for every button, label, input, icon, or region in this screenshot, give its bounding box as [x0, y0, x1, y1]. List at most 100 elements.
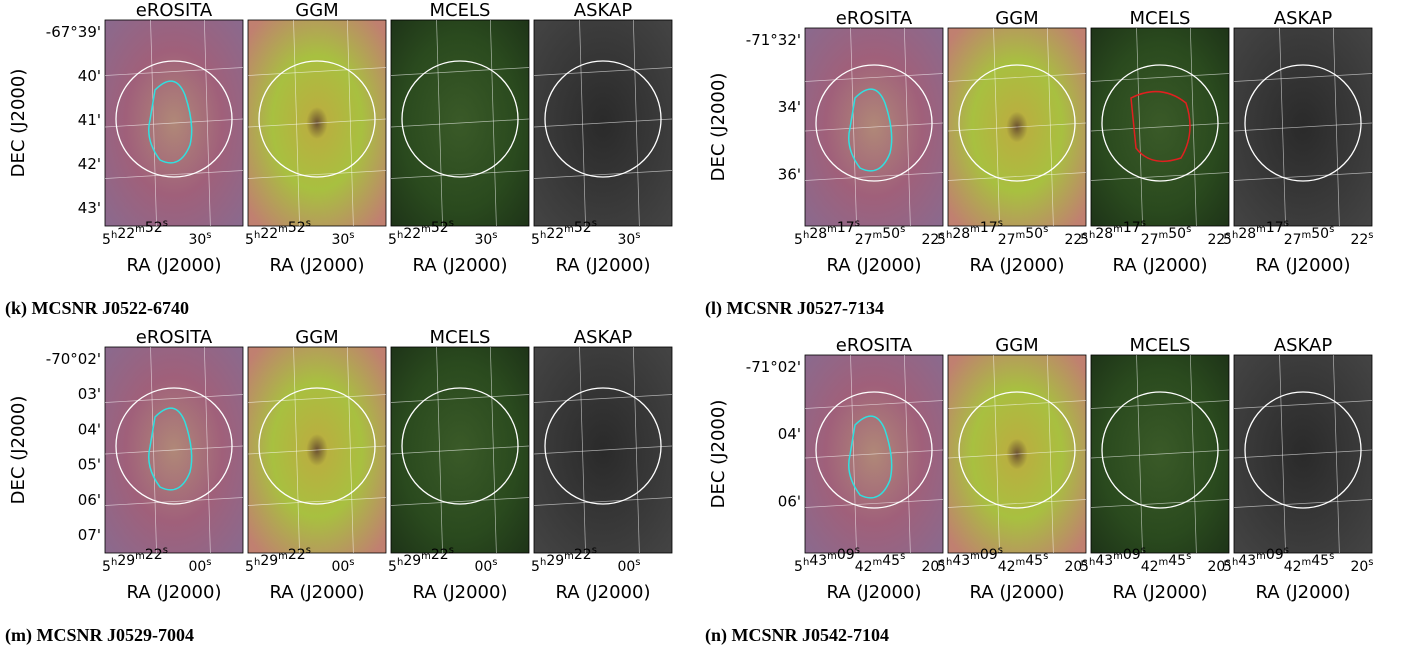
coord-grid	[947, 73, 1087, 82]
image-title: ASKAP	[1274, 335, 1333, 356]
coord-grid	[1333, 354, 1340, 554]
snr-region	[544, 387, 662, 505]
coord-grid	[993, 27, 1000, 227]
coord-grid	[993, 354, 1000, 554]
coord-grid	[533, 67, 673, 76]
x-tick-label: 20s	[1350, 557, 1373, 575]
x-axis-label: RA (J2000)	[556, 582, 651, 603]
coord-grid	[490, 346, 497, 554]
coord-grid	[533, 497, 673, 506]
x-axis-label: RA (J2000)	[827, 255, 922, 276]
coord-grid	[850, 354, 857, 554]
x-tick-label: 5h43m09s	[794, 545, 860, 575]
image-title: MCELS	[1130, 8, 1191, 29]
caption: (n) MCSNR J0542-7104	[705, 625, 889, 646]
caption: (l) MCSNR J0527-7134	[705, 298, 884, 319]
y-tick-label: 06'	[778, 492, 801, 510]
coord-grid	[1136, 354, 1143, 554]
snr-region	[1101, 64, 1219, 182]
coord-grid	[104, 67, 244, 76]
coord-grid	[104, 497, 244, 506]
y-tick-label: -71°32'	[746, 31, 801, 49]
y-tick-label: 05'	[78, 456, 101, 474]
image-title: MCELS	[430, 327, 491, 348]
image-title: GGM	[295, 327, 338, 348]
coord-grid	[1047, 354, 1054, 554]
coord-grid	[247, 170, 387, 179]
coord-grid	[533, 445, 673, 455]
coord-grid	[1279, 354, 1286, 554]
image-title: eROSITA	[136, 0, 213, 21]
coord-grid	[390, 497, 530, 506]
x-axis-label: RA (J2000)	[127, 582, 222, 603]
coord-grid	[1233, 73, 1373, 82]
x-axis-label: RA (J2000)	[1113, 255, 1208, 276]
coord-grid	[1233, 400, 1373, 409]
xray-contour	[148, 407, 193, 491]
x-tick-label: 5h29m22s	[102, 545, 168, 575]
image-title: ASKAP	[1274, 8, 1333, 29]
coord-grid	[804, 449, 944, 459]
coord-grid	[247, 445, 387, 455]
image-title: eROSITA	[836, 335, 913, 356]
x-tick-label: 22s	[1207, 230, 1230, 248]
coord-grid	[904, 354, 911, 554]
image-title: eROSITA	[836, 8, 913, 29]
xray-contour	[848, 415, 893, 499]
x-axis-label: RA (J2000)	[1256, 255, 1351, 276]
coord-grid	[1233, 499, 1373, 508]
snr-region	[1244, 64, 1362, 182]
x-tick-label: 5h29m22s	[245, 545, 311, 575]
x-tick-label: 20s	[1207, 557, 1230, 575]
coord-grid	[1090, 449, 1230, 459]
x-axis-label: RA (J2000)	[413, 255, 508, 276]
coord-grid	[204, 346, 211, 554]
x-tick-label: 5h43m09s	[1223, 545, 1289, 575]
image-title: MCELS	[1130, 335, 1191, 356]
snr-region	[115, 60, 233, 178]
x-tick-label: 30s	[188, 230, 211, 248]
x-tick-label: 30s	[617, 230, 640, 248]
x-tick-label: 00s	[617, 557, 640, 575]
x-axis-label: RA (J2000)	[270, 255, 365, 276]
y-axis-label: DEC (J2000)	[708, 400, 729, 509]
y-axis-label: DEC (J2000)	[8, 69, 29, 178]
x-tick-label: 42m45s	[1284, 551, 1335, 575]
coord-grid	[490, 19, 497, 227]
coord-grid	[579, 19, 586, 227]
x-axis-label: RA (J2000)	[127, 255, 222, 276]
coord-grid	[1233, 449, 1373, 459]
x-axis-label: RA (J2000)	[413, 582, 508, 603]
x-tick-label: 00s	[331, 557, 354, 575]
x-tick-label: 42m45s	[998, 551, 1049, 575]
coord-grid	[150, 346, 157, 554]
coord-grid	[436, 346, 443, 554]
x-tick-label: 5h43m09s	[937, 545, 1003, 575]
snr-region	[258, 60, 376, 178]
x-tick-label: 5h22m52s	[388, 218, 454, 248]
image-title: eROSITA	[136, 327, 213, 348]
image-title: GGM	[995, 8, 1038, 29]
coord-grid	[804, 73, 944, 82]
x-tick-label: 27m50s	[1141, 224, 1192, 248]
coord-grid	[947, 122, 1087, 132]
coord-grid	[436, 19, 443, 227]
coord-grid	[947, 499, 1087, 508]
coord-grid	[633, 19, 640, 227]
coord-grid	[1279, 27, 1286, 227]
coord-grid	[150, 19, 157, 227]
caption: (k) MCSNR J0522-6740	[5, 298, 189, 319]
x-tick-label: 5h28m17s	[794, 218, 860, 248]
x-tick-label: 22s	[921, 230, 944, 248]
image-title: ASKAP	[574, 0, 633, 21]
coord-grid	[1090, 122, 1230, 132]
image-title: GGM	[295, 0, 338, 21]
x-tick-label: 5h28m17s	[937, 218, 1003, 248]
x-tick-label: 30s	[331, 230, 354, 248]
coord-grid	[1333, 27, 1340, 227]
coord-grid	[293, 346, 300, 554]
coord-grid	[1136, 27, 1143, 227]
coord-grid	[347, 19, 354, 227]
coord-grid	[633, 346, 640, 554]
coord-grid	[947, 449, 1087, 459]
